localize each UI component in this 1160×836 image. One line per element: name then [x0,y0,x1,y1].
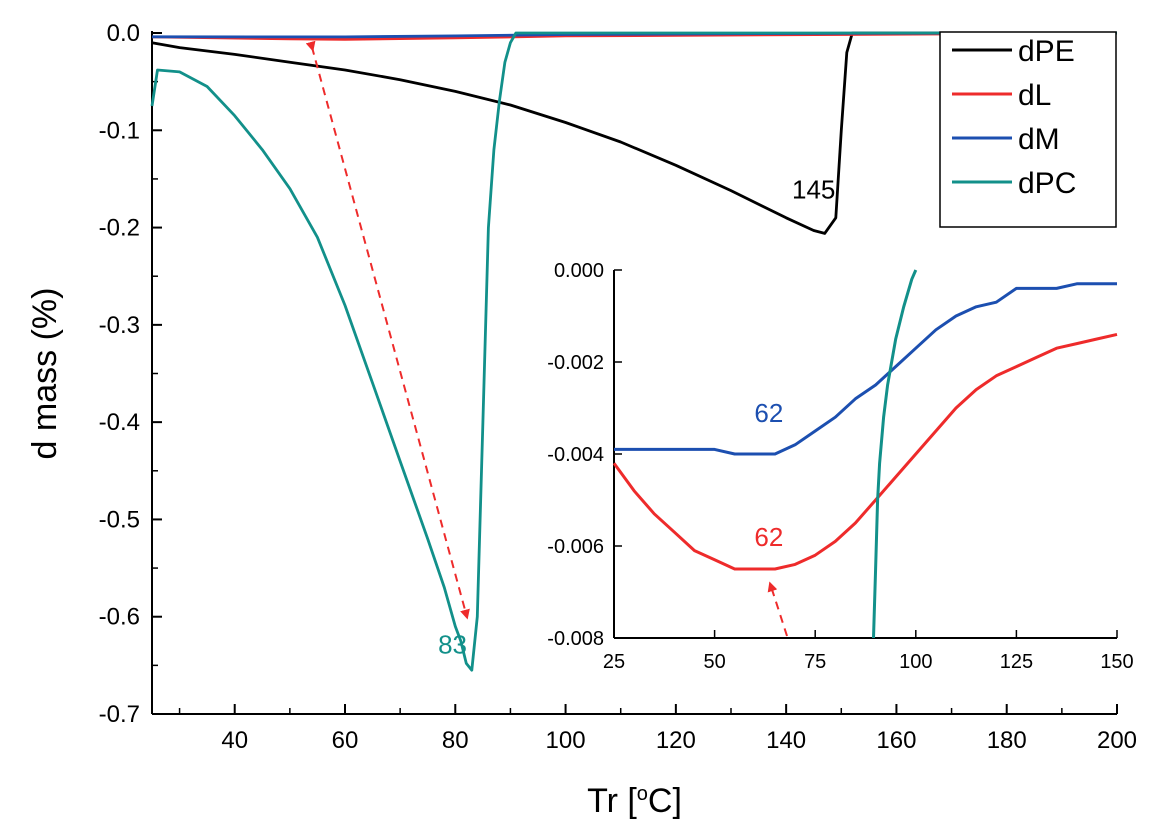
inset-x-tick-label: 75 [804,651,826,673]
series-line-dM [614,282,1117,456]
x-tick-label: 120 [656,727,696,754]
dashed-arrow [305,40,470,620]
y-tick-label: -0.3 [99,312,140,339]
series-line-dL [612,332,1118,571]
inset-x-tick-label: 50 [703,651,725,673]
y-axis-label: d mass (%) [26,288,64,460]
y-tick-label: -0.1 [99,117,140,144]
x-tick-label: 160 [876,727,916,754]
x-tick-label: 140 [766,727,806,754]
inset-y-tick-label: 0.000 [554,260,604,282]
inset-dashed-arrow [767,581,788,637]
inset-chart: 25 50 75 100 125 150 0.000 -0.002 -0.004 -0.006 -0… [547,260,1133,673]
x-tick-label: 60 [332,727,359,754]
inset-x-tick-label: 25 [603,651,625,673]
y-tick-label: -0.7 [99,701,140,728]
y-tick-label: -0.4 [99,409,140,436]
y-tick-label: -0.6 [99,604,140,631]
inset-annotation-label: 62 [754,398,783,428]
series-line-dPC [872,269,918,639]
x-tick-label: 180 [987,727,1027,754]
inset-x-tick-label: 125 [1000,651,1033,673]
inset-y-tick-label: -0.004 [547,444,604,466]
x-tick-label: 200 [1097,727,1137,754]
inset-background [614,270,1117,638]
inset-y-tick-label: -0.002 [547,352,604,374]
legend-label-dPE: dPE [1018,35,1075,68]
x-axis-label: Tr [oC] [587,782,682,820]
inset-x-tick-label: 100 [899,651,932,673]
annotation-label: 83 [438,630,467,660]
legend-label-dM: dM [1018,123,1060,156]
inset-annotation-label: 62 [754,522,783,552]
legend-box [939,31,1117,228]
x-tick-label: 100 [546,727,586,754]
y-tick-label: -0.2 [99,215,140,242]
series-line-dPC [150,31,1117,672]
legend-label-dL: dL [1018,79,1051,112]
annotation-label: 145 [792,174,835,204]
inset-y-tick-label: -0.008 [547,628,604,650]
y-tick-label: -0.5 [99,506,140,533]
main-chart: 40 60 80 100 120 140 160 180 200 0.0 -0.1 -0.2 -0.3 -… [26,20,1137,820]
inset-y-tick-label: -0.006 [547,536,604,558]
legend: dPE dL dM dPC [939,31,1117,228]
inset-x-tick-label: 150 [1100,651,1133,673]
legend-label-dPC: dPC [1018,167,1076,200]
x-tick-label: 80 [442,727,469,754]
y-tick-label: 0.0 [107,20,140,47]
x-tick-label: 40 [221,727,248,754]
